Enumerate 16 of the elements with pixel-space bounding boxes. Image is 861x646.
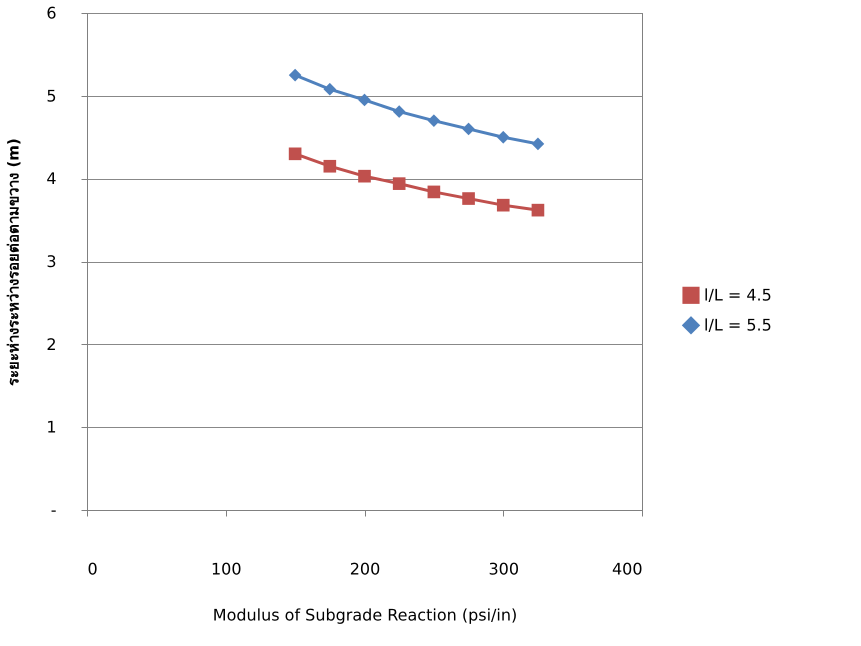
y-tick-label: 6 [46, 4, 56, 22]
y-tick-label: 4 [46, 169, 56, 188]
x-tick-label: 400 [612, 560, 642, 578]
x-tick-label: 0 [88, 560, 98, 578]
y-axis-title: ระยะห่างระหว่างรอยต่อตามขวาง (m) [4, 138, 22, 386]
x-axis-title: Modulus of Subgrade Reaction (psi/in) [212, 606, 518, 624]
x-tick-label: 300 [488, 560, 520, 578]
legend-label: l/L = 4.5 [704, 285, 772, 304]
legend-label: l/L = 5.5 [704, 315, 772, 334]
y-tick-label: 2 [46, 334, 56, 354]
x-tick-label: 100 [210, 560, 242, 578]
y-tick-label: 5 [46, 86, 56, 106]
x-tick-label: 200 [350, 560, 380, 578]
y-tick-label: - [50, 500, 56, 520]
y-tick-label: 3 [46, 252, 56, 271]
y-tick-label: 1 [46, 418, 56, 437]
